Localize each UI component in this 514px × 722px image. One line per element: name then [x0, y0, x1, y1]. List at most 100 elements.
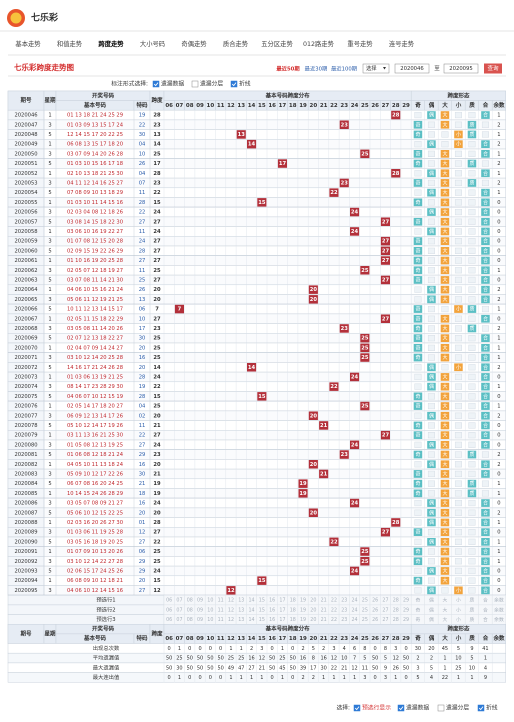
button-label[interactable]: 查询: [487, 64, 499, 72]
checkbox[interactable]: [477, 704, 485, 712]
checkbox[interactable]: [191, 80, 199, 88]
preselect-option[interactable]: 28: [393, 598, 399, 604]
preselect-option[interactable]: 奇: [416, 597, 421, 604]
preselect-option[interactable]: 07: [176, 617, 182, 623]
preselect-option[interactable]: 06: [166, 598, 172, 604]
preselect-option[interactable]: 20: [310, 607, 316, 613]
select[interactable]: [362, 63, 390, 74]
preselect-option[interactable]: 偶: [429, 597, 434, 604]
preselect-option[interactable]: 18: [290, 617, 296, 623]
checkbox[interactable]: [353, 704, 361, 712]
input[interactable]: [443, 63, 479, 74]
preselect-option[interactable]: 14: [248, 607, 254, 613]
preselect-option[interactable]: 19: [300, 617, 306, 623]
preselect-option[interactable]: 08: [187, 617, 193, 623]
nav-tab[interactable]: 奇偶走势: [181, 39, 207, 48]
preselect-option[interactable]: 22: [331, 607, 337, 613]
preselect-option[interactable]: 质: [470, 597, 475, 604]
nav-tab[interactable]: 大小号码: [140, 39, 165, 48]
preselect-option[interactable]: 大: [443, 597, 448, 604]
preselect-option[interactable]: 21: [321, 617, 327, 623]
preselect-option[interactable]: 25: [362, 598, 368, 604]
preselect-option[interactable]: 20: [310, 598, 316, 604]
range-link[interactable]: 最近100期: [331, 65, 357, 73]
preselect-option[interactable]: 19: [300, 607, 306, 613]
preselect-option[interactable]: 24: [351, 617, 357, 623]
preselect-option[interactable]: 22: [331, 598, 337, 604]
preselect-option[interactable]: 13: [238, 617, 244, 623]
preselect-option[interactable]: 15: [259, 598, 265, 604]
preselect-option[interactable]: 余数: [494, 616, 504, 623]
input[interactable]: [394, 63, 430, 74]
range-link[interactable]: 最近50期: [276, 65, 300, 73]
preselect-option[interactable]: 28: [393, 617, 399, 623]
preselect-option[interactable]: 08: [187, 598, 193, 604]
preselect-option[interactable]: 14: [248, 598, 254, 604]
preselect-option[interactable]: 22: [331, 617, 337, 623]
preselect-option[interactable]: 29: [403, 617, 409, 623]
preselect-option[interactable]: 06: [166, 607, 172, 613]
preselect-option[interactable]: 余数: [494, 597, 504, 604]
preselect-option[interactable]: 15: [259, 607, 265, 613]
preselect-option[interactable]: 17: [279, 607, 285, 613]
preselect-option[interactable]: 07: [176, 598, 182, 604]
preselect-option[interactable]: 10: [207, 607, 213, 613]
preselect-option[interactable]: 25: [362, 607, 368, 613]
nav-tab[interactable]: 连号走势: [389, 39, 415, 48]
preselect-option[interactable]: 13: [238, 607, 244, 613]
preselect-option[interactable]: 大: [443, 616, 448, 623]
preselect-option[interactable]: 16: [269, 617, 275, 623]
preselect-option[interactable]: 08: [187, 607, 193, 613]
preselect-option[interactable]: 12: [228, 607, 234, 613]
preselect-option[interactable]: 26: [372, 598, 378, 604]
preselect-option[interactable]: 24: [351, 607, 357, 613]
preselect-option[interactable]: 奇: [416, 606, 421, 613]
preselect-option[interactable]: 16: [269, 598, 275, 604]
nav-tab[interactable]: 五分区走势: [261, 39, 293, 48]
preselect-option[interactable]: 小: [456, 606, 461, 613]
preselect-option[interactable]: 24: [351, 598, 357, 604]
preselect-option[interactable]: 11: [218, 617, 224, 623]
preselect-option[interactable]: 偶: [429, 616, 434, 623]
preselect-option[interactable]: 09: [197, 617, 203, 623]
preselect-option[interactable]: 09: [197, 607, 203, 613]
preselect-option[interactable]: 27: [382, 607, 388, 613]
preselect-option[interactable]: 21: [321, 607, 327, 613]
preselect-option[interactable]: 23: [341, 617, 347, 623]
preselect-option[interactable]: 偶: [429, 606, 434, 613]
preselect-option[interactable]: 16: [269, 607, 275, 613]
preselect-option[interactable]: 11: [218, 598, 224, 604]
preselect-option[interactable]: 19: [300, 598, 306, 604]
preselect-option[interactable]: 26: [372, 607, 378, 613]
nav-tab[interactable]: 重号走势: [347, 39, 373, 48]
preselect-option[interactable]: 合: [483, 597, 488, 604]
preselect-option[interactable]: 11: [218, 607, 224, 613]
nav-tab[interactable]: 012路走势: [303, 39, 335, 48]
preselect-option[interactable]: 10: [207, 598, 213, 604]
preselect-option[interactable]: 23: [341, 598, 347, 604]
preselect-option[interactable]: 质: [470, 616, 475, 623]
preselect-option[interactable]: 21: [321, 598, 327, 604]
preselect-option[interactable]: 25: [362, 617, 368, 623]
preselect-option[interactable]: 13: [238, 598, 244, 604]
preselect-option[interactable]: 18: [290, 607, 296, 613]
preselect-option[interactable]: 奇: [416, 616, 421, 623]
checkbox[interactable]: [397, 704, 405, 712]
preselect-option[interactable]: 18: [290, 598, 296, 604]
preselect-option[interactable]: 14: [248, 617, 254, 623]
preselect-option[interactable]: 26: [372, 617, 378, 623]
preselect-option[interactable]: 合: [483, 616, 488, 623]
range-link[interactable]: 最近30期: [305, 65, 328, 73]
preselect-option[interactable]: 15: [259, 617, 265, 623]
preselect-option[interactable]: 29: [403, 607, 409, 613]
preselect-option[interactable]: 23: [341, 607, 347, 613]
button[interactable]: [484, 63, 502, 74]
nav-tab[interactable]: 跨度走势: [98, 39, 124, 48]
preselect-option[interactable]: 小: [456, 597, 461, 604]
checkbox[interactable]: [437, 704, 445, 712]
preselect-option[interactable]: 余数: [494, 606, 504, 613]
preselect-option[interactable]: 大: [443, 606, 448, 613]
nav-tab[interactable]: 质合走势: [223, 39, 249, 48]
preselect-option[interactable]: 质: [470, 606, 475, 613]
nav-tab[interactable]: 基本走势: [15, 39, 41, 48]
